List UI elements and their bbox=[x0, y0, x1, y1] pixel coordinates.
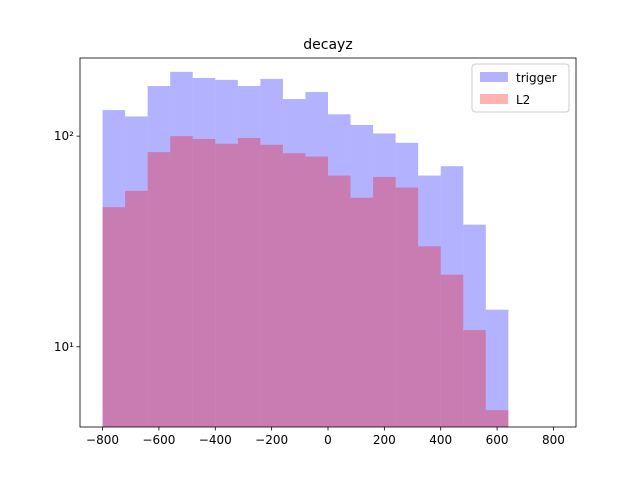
chart-title: decayz bbox=[303, 37, 352, 53]
bar bbox=[125, 116, 148, 427]
bar bbox=[463, 330, 486, 427]
bar bbox=[282, 153, 306, 427]
y-tick-label: 10² bbox=[54, 129, 74, 143]
bar bbox=[328, 114, 351, 427]
bar bbox=[237, 138, 261, 427]
bar bbox=[305, 156, 328, 427]
bar bbox=[418, 246, 441, 427]
bar bbox=[170, 136, 193, 427]
bar bbox=[485, 410, 509, 427]
plot bbox=[102, 71, 509, 427]
bar bbox=[260, 78, 283, 427]
x-tick-label: 0 bbox=[324, 433, 332, 447]
legend-swatch bbox=[480, 72, 508, 82]
x-tick-label: −400 bbox=[199, 433, 232, 447]
bar bbox=[215, 143, 238, 427]
bar bbox=[350, 124, 374, 427]
legend-label: L2 bbox=[516, 93, 530, 107]
bar bbox=[125, 190, 148, 427]
bar bbox=[170, 71, 193, 427]
bar bbox=[147, 152, 171, 427]
bar bbox=[440, 274, 464, 427]
bar bbox=[215, 79, 238, 427]
bar bbox=[192, 138, 216, 427]
x-tick-label: 400 bbox=[429, 433, 452, 447]
bar bbox=[440, 166, 464, 427]
bar bbox=[350, 197, 374, 427]
x-tick-label: −800 bbox=[86, 433, 119, 447]
bar bbox=[305, 92, 328, 427]
bar bbox=[395, 187, 419, 427]
x-tick-label: −200 bbox=[255, 433, 288, 447]
bar bbox=[102, 110, 126, 427]
legend-box bbox=[471, 63, 570, 113]
x-tick-label: −600 bbox=[142, 433, 175, 447]
legend-label: trigger bbox=[516, 71, 557, 85]
bar bbox=[192, 77, 216, 427]
y-tick-label: 10¹ bbox=[54, 340, 74, 354]
bar bbox=[395, 142, 419, 427]
bar bbox=[282, 99, 306, 427]
x-tick-label: 600 bbox=[486, 433, 509, 447]
bar bbox=[328, 175, 351, 427]
bar bbox=[237, 86, 261, 427]
bar bbox=[260, 144, 283, 427]
bar bbox=[147, 86, 171, 427]
x-tick-label: 800 bbox=[542, 433, 565, 447]
bar bbox=[418, 175, 441, 427]
bar bbox=[463, 224, 486, 427]
bar bbox=[102, 207, 126, 427]
bar bbox=[485, 309, 509, 427]
bar bbox=[373, 176, 396, 427]
legend-swatch bbox=[480, 94, 508, 104]
bar bbox=[373, 133, 396, 427]
x-tick-label: 200 bbox=[373, 433, 396, 447]
